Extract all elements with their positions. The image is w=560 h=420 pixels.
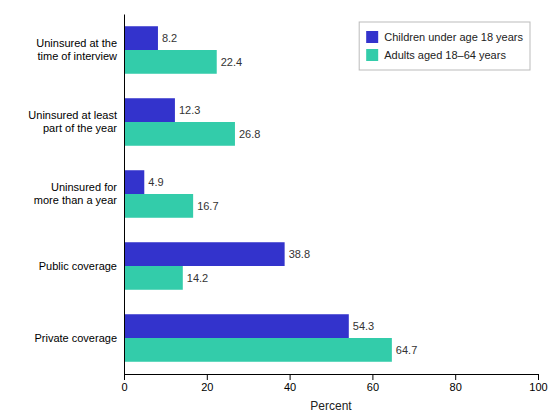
y-axis-line <box>124 15 125 375</box>
x-tick: 20 <box>201 374 213 393</box>
legend: Children under age 18 years Adults aged 1… <box>359 22 530 70</box>
x-tick: 60 <box>367 374 379 393</box>
bar <box>124 26 158 50</box>
x-tick-label: 40 <box>284 381 296 393</box>
y-tick: Private coverage <box>34 332 117 344</box>
data-label: 64.7 <box>396 344 417 356</box>
y-tick-label-line: more than a year <box>34 194 117 206</box>
bar <box>124 98 175 122</box>
x-axis-title: Percent <box>310 399 352 413</box>
bar <box>124 242 285 266</box>
bar <box>124 194 193 218</box>
bar <box>124 50 217 74</box>
y-tick-label: Private coverage <box>34 332 117 344</box>
y-axis: Uninsured at thetime of interviewUninsur… <box>28 15 124 375</box>
legend-swatch <box>366 31 378 43</box>
bar <box>124 170 144 194</box>
x-axis: 0 20 40 60 80 100 <box>121 374 547 393</box>
data-label: 14.2 <box>187 272 208 284</box>
y-tick-label-line: Uninsured for <box>51 181 117 193</box>
y-tick-label-line: Uninsured at the <box>36 37 117 49</box>
x-tick-mark <box>538 374 539 380</box>
x-tick-label: 0 <box>121 381 127 393</box>
data-label: 26.8 <box>239 128 260 140</box>
bars <box>124 26 392 362</box>
x-tick-mark <box>290 374 291 380</box>
x-tick-mark <box>372 374 373 380</box>
x-tick-label: 20 <box>201 381 213 393</box>
bar <box>124 122 235 146</box>
x-tick-label: 80 <box>450 381 462 393</box>
x-tick-mark <box>455 374 456 380</box>
x-tick-mark <box>124 374 125 380</box>
y-tick-label-line: Uninsured at least <box>28 109 117 121</box>
legend-label: Children under age 18 years <box>384 31 523 43</box>
data-label: 4.9 <box>148 176 163 188</box>
bar <box>124 266 183 290</box>
y-tick-label: Uninsured at thetime of interview <box>36 37 117 62</box>
x-tick: 100 <box>529 374 547 393</box>
data-label: 22.4 <box>221 56 242 68</box>
x-tick: 40 <box>284 374 296 393</box>
y-tick-label-line: part of the year <box>43 122 117 134</box>
y-tick-label: Uninsured at leastpart of the year <box>28 109 117 134</box>
y-tick: Uninsured formore than a year <box>34 181 117 206</box>
x-tick: 80 <box>450 374 462 393</box>
y-tick-label-line: Public coverage <box>39 260 117 272</box>
x-axis-line <box>125 375 539 381</box>
data-label: 8.2 <box>162 32 177 44</box>
y-tick-label-line: time of interview <box>38 50 118 62</box>
chart: 8.2 12.3 4.9 38.8 54.3 22.4 26.8 16.7 14.2 64.7 0 2… <box>0 0 560 420</box>
y-tick: Public coverage <box>39 260 117 272</box>
x-tick-label: 100 <box>529 381 547 393</box>
data-label: 12.3 <box>179 104 200 116</box>
bar <box>124 314 349 338</box>
y-tick-label-line: Private coverage <box>34 332 117 344</box>
legend-swatch <box>366 49 378 61</box>
y-tick-label: Uninsured formore than a year <box>34 181 117 206</box>
legend-frame <box>359 22 530 70</box>
plot: 8.2 12.3 4.9 38.8 54.3 22.4 26.8 16.7 14.2 64.7 0 2… <box>28 15 547 393</box>
data-label: 38.8 <box>289 248 310 260</box>
x-tick-mark <box>207 374 208 380</box>
y-tick: Uninsured at leastpart of the year <box>28 109 117 134</box>
data-label: 54.3 <box>353 320 374 332</box>
y-tick: Uninsured at thetime of interview <box>36 37 117 62</box>
legend-label: Adults aged 18–64 years <box>384 49 506 61</box>
data-label: 16.7 <box>197 200 218 212</box>
x-tick-label: 60 <box>367 381 379 393</box>
bar <box>124 338 392 362</box>
data-labels: 8.2 12.3 4.9 38.8 54.3 22.4 26.8 16.7 14.2 64.7 <box>148 32 417 356</box>
y-tick-label: Public coverage <box>39 260 117 272</box>
x-tick: 0 <box>121 374 127 393</box>
